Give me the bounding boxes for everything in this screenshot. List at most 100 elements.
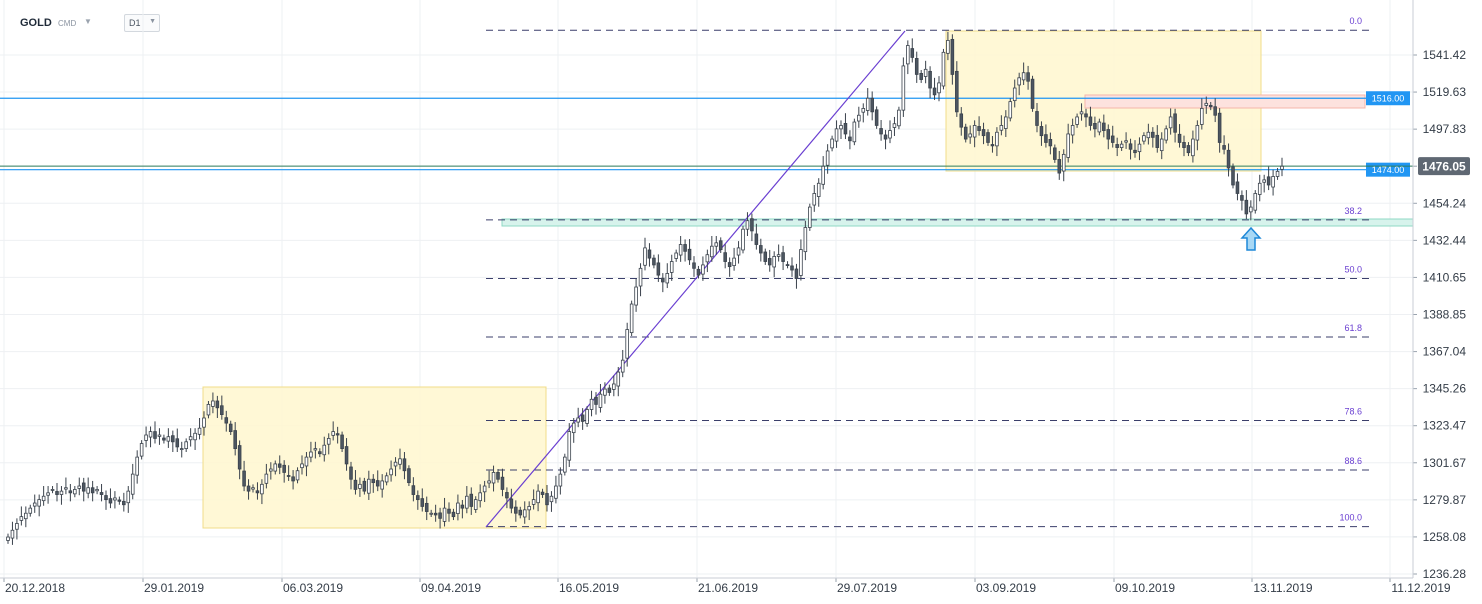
candle-body <box>732 257 736 267</box>
candle-body <box>260 483 264 495</box>
candle-body <box>1262 179 1266 183</box>
candle-body <box>1226 149 1231 169</box>
candle-body <box>81 482 86 492</box>
candle-body <box>830 138 834 149</box>
candle-body <box>362 480 367 492</box>
candle-body <box>1137 143 1142 153</box>
candle-body <box>518 509 523 516</box>
candle-body <box>865 97 870 111</box>
candle-body <box>86 487 90 494</box>
symbol-label[interactable]: GOLD <box>20 17 52 29</box>
candle-body <box>1102 122 1106 131</box>
symbol-dropdown-icon[interactable]: ▼ <box>84 17 92 26</box>
candle-body <box>531 499 536 505</box>
candle-body <box>1142 135 1146 142</box>
horizontal-levels: 1516.00 1474.00 <box>0 91 1413 177</box>
candle-body <box>1053 147 1057 160</box>
candle-body <box>527 506 531 511</box>
candle-body <box>959 113 964 128</box>
candle-body <box>309 451 313 458</box>
candle-body <box>892 123 897 128</box>
candle-body <box>741 228 745 251</box>
up-arrow-icon <box>1240 226 1262 251</box>
candle-body <box>1253 193 1258 211</box>
candle-body <box>776 254 781 257</box>
candle-body <box>1151 131 1155 138</box>
y-tick-label: 1323.47 <box>1423 419 1467 433</box>
current-price-label: 1476.05 <box>1422 160 1466 174</box>
candle-body <box>1235 181 1240 194</box>
y-tick-label: 1279.87 <box>1423 493 1467 507</box>
chart-toolbar: GOLD CMD ▼ D1 ▼ <box>0 0 300 44</box>
candle-body <box>1066 133 1070 158</box>
candle-body <box>224 417 229 424</box>
candle-body <box>277 463 282 468</box>
candle-body <box>941 51 946 87</box>
candle-body <box>571 422 576 434</box>
candle-body <box>1075 116 1079 125</box>
candle-body <box>1213 106 1217 116</box>
x-tick-label: 20.12.2018 <box>5 581 65 595</box>
candle-body <box>46 492 50 496</box>
candle-body <box>1186 145 1191 154</box>
candle-body <box>986 132 990 143</box>
candle-body <box>37 499 41 507</box>
x-tick-label: 21.06.2019 <box>698 581 758 595</box>
candle-body <box>536 490 540 504</box>
candle-body <box>1200 108 1204 125</box>
candle-body <box>424 502 429 512</box>
candle-body <box>857 114 861 122</box>
candle-body <box>465 495 469 509</box>
fib-label: 38.2 <box>1344 206 1362 216</box>
candles <box>6 31 1284 545</box>
candle-body <box>1079 111 1084 115</box>
candle-body <box>1208 104 1213 108</box>
candle-body <box>273 463 278 472</box>
fib-label: 78.6 <box>1344 407 1362 417</box>
fib-label: 50.0 <box>1344 265 1362 275</box>
candle-body <box>598 393 603 408</box>
candle-body <box>175 438 180 448</box>
candle-body <box>879 128 883 135</box>
candle-body <box>540 491 545 495</box>
candle-body <box>282 464 286 473</box>
candle-body <box>1061 153 1066 172</box>
candle-body <box>1244 199 1249 215</box>
candle-body <box>358 483 362 489</box>
timeframe-select[interactable]: D1 ▼ <box>124 14 160 32</box>
candle-body <box>981 129 986 137</box>
candle-body <box>843 123 848 135</box>
candle-body <box>852 121 857 143</box>
candle-body <box>1271 176 1275 188</box>
candle-body <box>237 445 242 470</box>
candle-body <box>1106 129 1111 140</box>
candle-body <box>710 245 714 258</box>
candle-body <box>781 252 785 262</box>
candle-body <box>1168 116 1173 129</box>
candle-body <box>1191 138 1195 157</box>
candle-body <box>687 248 692 261</box>
y-tick-label: 1410.65 <box>1423 270 1467 284</box>
x-tick-label: 09.10.2019 <box>1115 581 1175 595</box>
candle-body <box>313 448 318 451</box>
candle-body <box>1044 134 1048 143</box>
source-label[interactable]: CMD <box>58 19 77 28</box>
candle-body <box>910 48 915 58</box>
candle-body <box>384 475 389 483</box>
candle-body <box>812 193 817 206</box>
candle-body <box>153 431 157 439</box>
candle-body <box>442 507 447 522</box>
candle-body <box>914 58 919 75</box>
candle-body <box>674 252 678 259</box>
candle-body <box>113 497 117 501</box>
candle-body <box>736 247 741 256</box>
candle-body <box>705 254 710 263</box>
candle-body <box>126 490 131 504</box>
y-tick-label: 1367.04 <box>1423 345 1467 359</box>
candle-body <box>607 387 612 393</box>
candle-body <box>803 227 808 253</box>
candle-body <box>157 434 162 437</box>
candle-body <box>589 398 594 410</box>
candle-body <box>171 435 175 443</box>
